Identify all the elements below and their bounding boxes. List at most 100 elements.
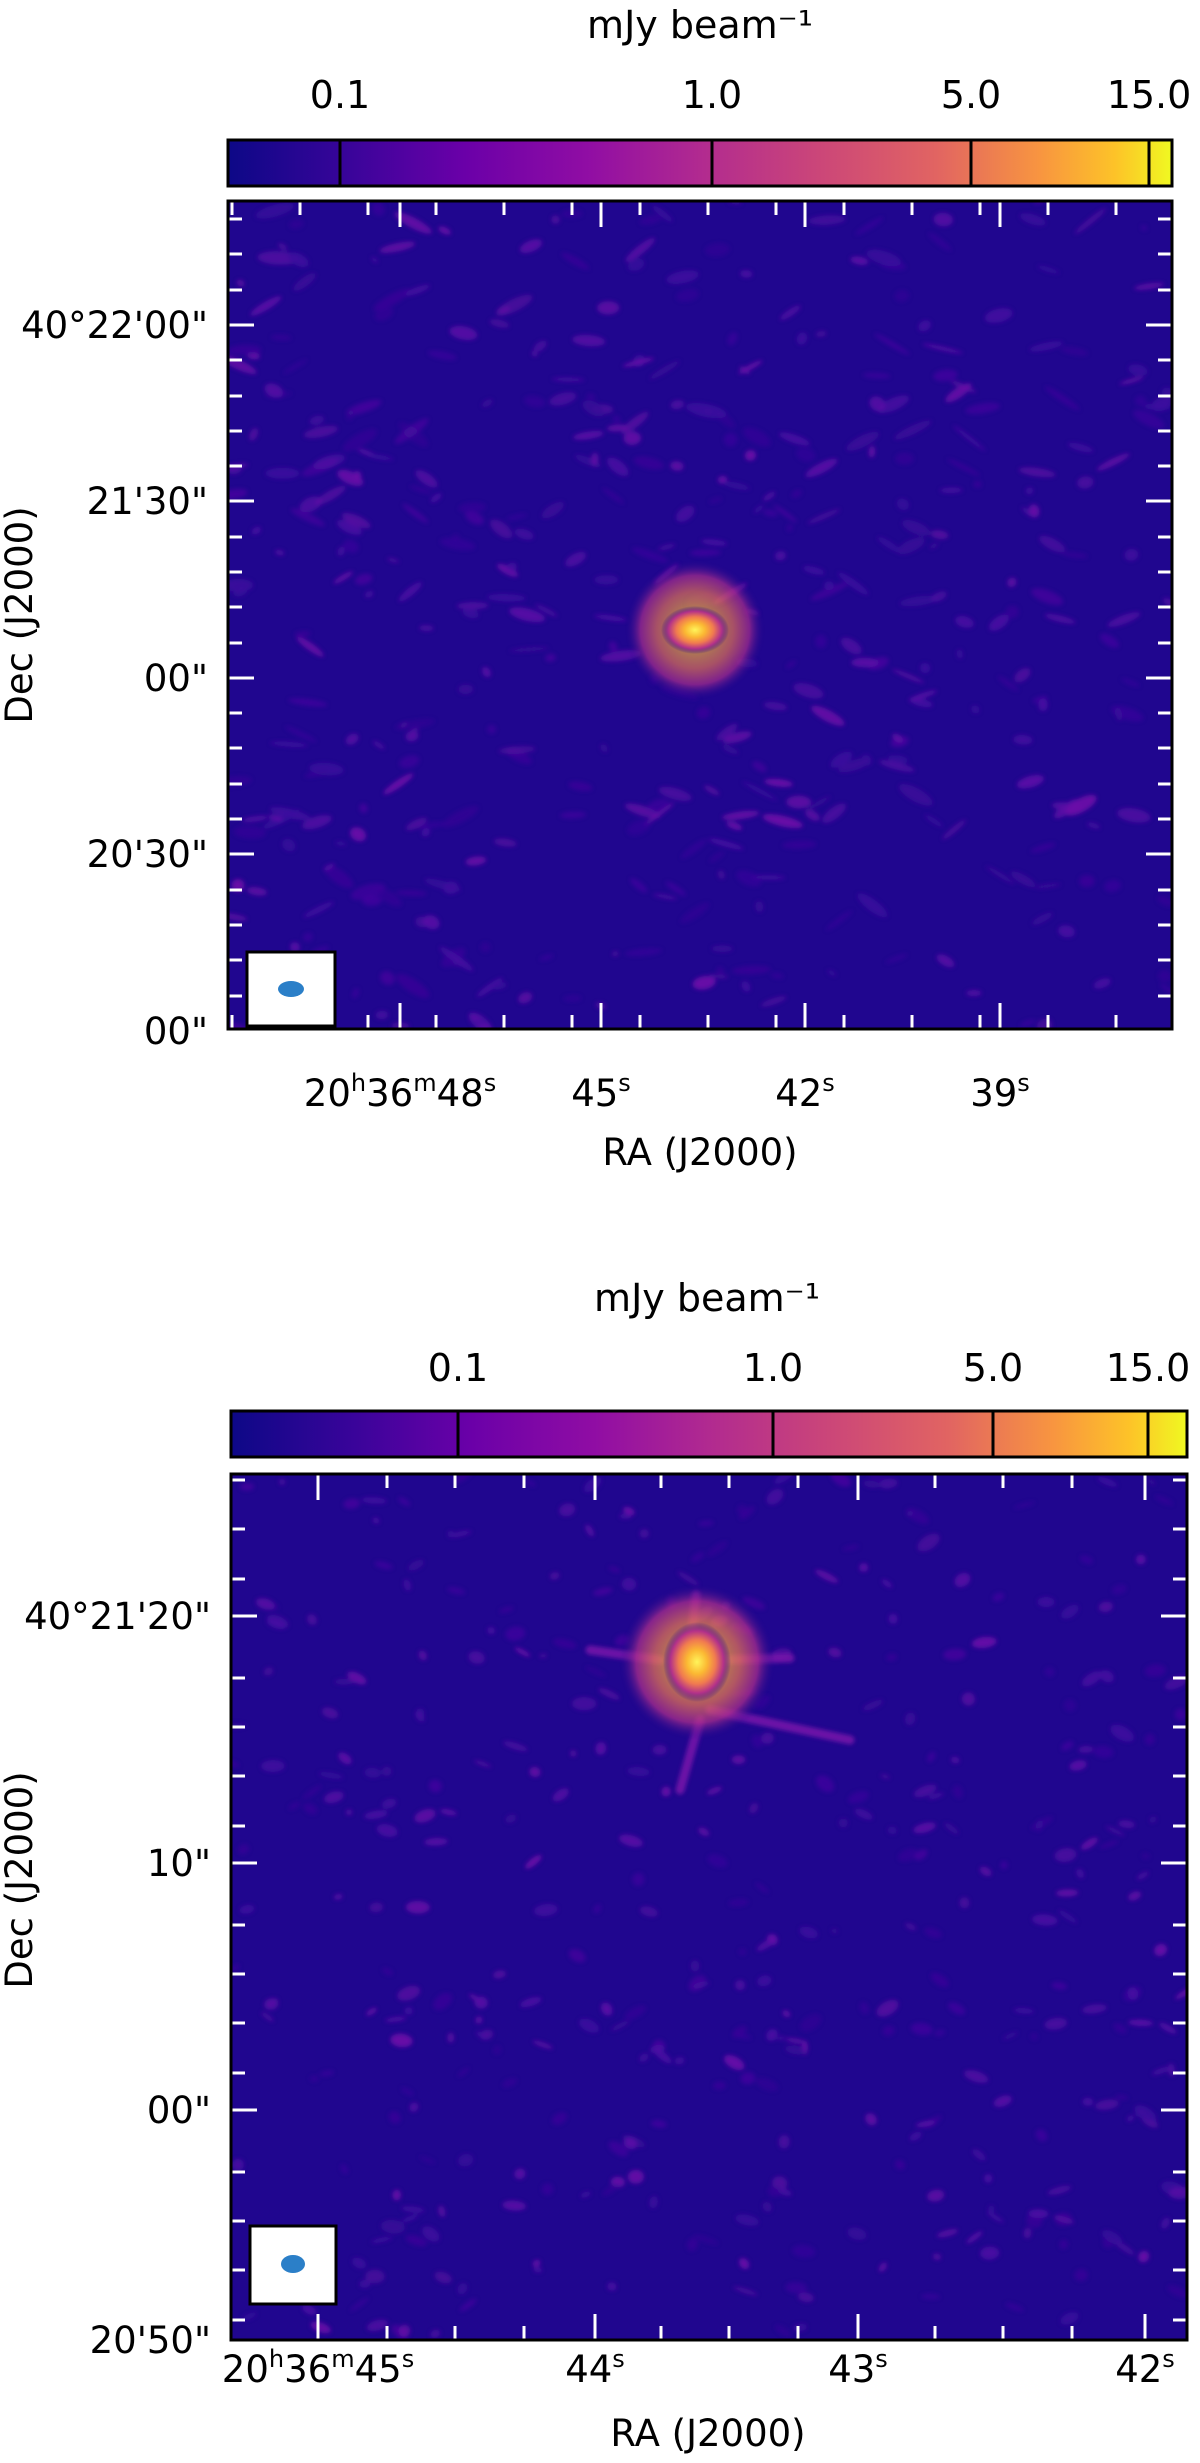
- noise-blob: [257, 251, 299, 265]
- x-tick-label: 44s: [565, 2345, 625, 2391]
- noise-blob: [591, 452, 599, 467]
- noise-blob: [1101, 2229, 1123, 2245]
- noise-blob: [639, 215, 662, 225]
- noise-blob: [984, 308, 1013, 324]
- noise-blob: [302, 1785, 322, 1800]
- noise-blob: [595, 1741, 607, 1755]
- noise-blob: [708, 838, 744, 850]
- noise-blob: [698, 1827, 710, 1837]
- noise-blob: [740, 2072, 756, 2085]
- noise-blob: [840, 637, 862, 655]
- noise-blob: [1121, 678, 1140, 687]
- noise-blob: [785, 660, 797, 669]
- noise-blob: [1077, 476, 1094, 489]
- noise-blob: [519, 239, 543, 253]
- noise-blob: [892, 733, 903, 743]
- noise-blob: [973, 480, 982, 488]
- noise-blob: [979, 1866, 992, 1877]
- noise-blob: [493, 2045, 501, 2055]
- noise-blob: [475, 2016, 483, 2024]
- noise-blob: [649, 2196, 659, 2209]
- noise-blob: [281, 838, 296, 852]
- noise-blob: [722, 481, 751, 491]
- noise-blob: [237, 1844, 250, 1855]
- noise-blob: [782, 2010, 791, 2018]
- noise-blob: [881, 1579, 893, 1588]
- noise-blob: [763, 491, 776, 501]
- noise-blob: [732, 965, 771, 975]
- noise-blob: [1028, 2209, 1049, 2219]
- noise-blob: [782, 840, 817, 849]
- noise-blob: [869, 396, 886, 412]
- noise-blob: [288, 698, 328, 707]
- noise-blob: [1086, 822, 1101, 829]
- noise-blob: [271, 334, 292, 341]
- noise-blob: [828, 1647, 842, 1658]
- noise-blob: [627, 819, 651, 836]
- noise-blob: [716, 723, 738, 741]
- noise-blob: [251, 526, 261, 535]
- noise-blob: [303, 1803, 318, 1815]
- noise-blob: [405, 730, 419, 742]
- noise-blob: [333, 571, 353, 584]
- noise-blob: [404, 284, 430, 296]
- noise-blob: [803, 565, 825, 575]
- noise-blob: [364, 1810, 388, 1820]
- noise-blob: [570, 1750, 577, 1757]
- noise-blob: [1095, 2099, 1119, 2110]
- noise-blob: [639, 1906, 659, 1917]
- noise-blob: [294, 631, 311, 637]
- noise-blob: [403, 1578, 412, 1591]
- noise-blob: [440, 537, 476, 551]
- map-image: [231, 1474, 1187, 2340]
- noise-blob: [685, 402, 727, 419]
- noise-blob: [481, 666, 491, 678]
- noise-blob: [950, 1756, 960, 1764]
- noise-blob: [658, 786, 692, 802]
- noise-blob: [624, 948, 662, 956]
- noise-blob: [582, 400, 605, 417]
- noise-blob: [791, 489, 802, 498]
- colorbar-tick-label: 0.1: [310, 73, 370, 117]
- noise-blob: [961, 1692, 976, 1706]
- noise-blob: [371, 256, 378, 263]
- noise-blob: [608, 1566, 621, 1573]
- noise-blob: [572, 430, 604, 440]
- noise-blob: [631, 547, 669, 563]
- noise-blob: [877, 395, 910, 414]
- noise-blob: [964, 2070, 989, 2083]
- noise-blob: [447, 1530, 455, 1538]
- noise-blob: [865, 2113, 877, 2126]
- noise-blob: [692, 975, 716, 990]
- noise-blob: [1031, 588, 1064, 606]
- noise-blob: [831, 1928, 838, 1934]
- noise-blob: [486, 593, 526, 602]
- x-tick-label: 20h36m45s: [222, 2345, 414, 2391]
- x-tick-label: 20h36m48s: [304, 1069, 496, 1115]
- noise-blob: [458, 502, 486, 513]
- noise-blob: [808, 796, 831, 809]
- noise-blob: [301, 458, 339, 477]
- noise-blob: [708, 974, 729, 979]
- y-tick-label: 40°22'00": [21, 304, 208, 347]
- noise-blob: [1005, 605, 1019, 619]
- noise-blob: [854, 1808, 873, 1820]
- noise-blob: [307, 1614, 318, 1626]
- noise-blob: [1035, 2129, 1048, 2142]
- noise-blob: [1044, 1667, 1055, 1677]
- noise-blob: [742, 781, 778, 801]
- noise-blob: [1128, 1891, 1142, 1901]
- noise-blob: [438, 226, 451, 235]
- noise-blob: [842, 1545, 859, 1551]
- noise-blob: [922, 343, 963, 354]
- noise-blob: [909, 2131, 922, 2141]
- noise-features: [231, 1474, 1187, 2340]
- noise-blob: [470, 1019, 489, 1025]
- noise-blob: [518, 992, 533, 1004]
- noise-blob: [489, 519, 513, 539]
- noise-blob: [713, 2081, 726, 2090]
- noise-blob: [299, 496, 322, 513]
- noise-blob: [709, 851, 725, 863]
- noise-blob: [390, 2033, 413, 2048]
- noise-blob: [924, 1927, 942, 1939]
